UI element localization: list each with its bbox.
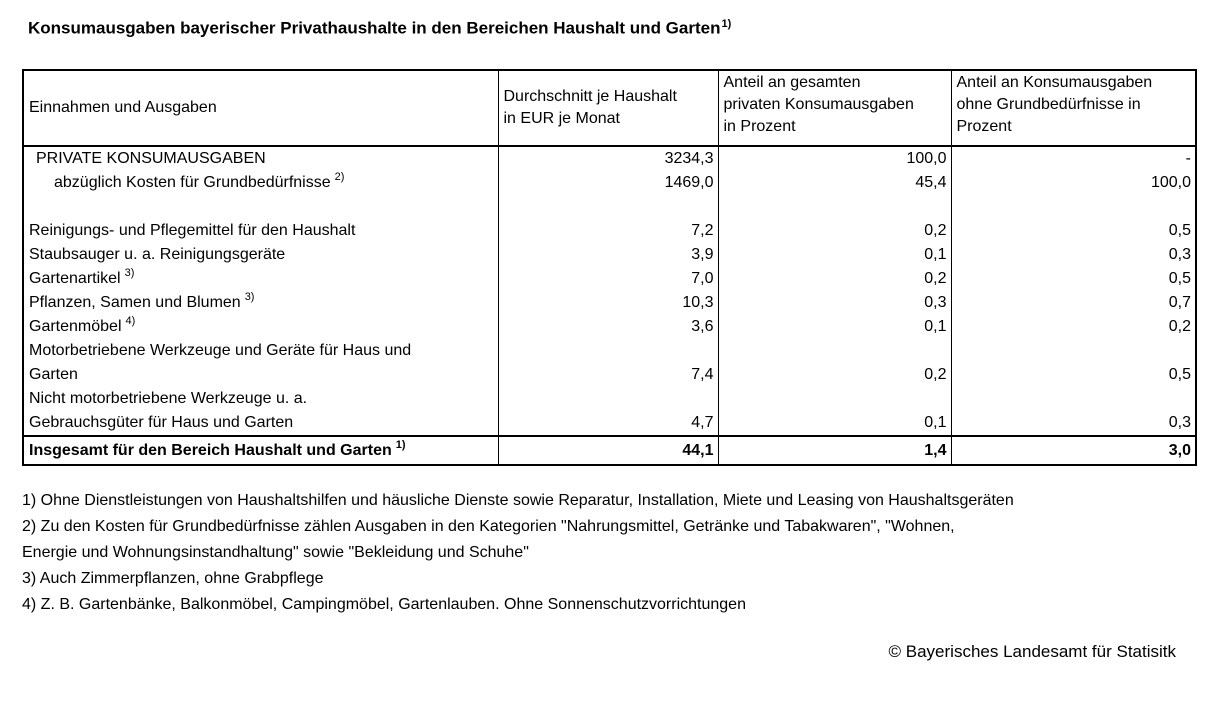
col-header-anteil-ohne-grundbeduerfnisse: Anteil an Konsumausgaben ohne Grundbedür… [950, 69, 1196, 147]
value-avg: 4,7 [497, 410, 718, 436]
row-label: Pflanzen, Samen und Blumen 3) [29, 291, 255, 311]
value-avg [497, 386, 718, 411]
table-row: Garten 7,4 0,2 0,5 [23, 362, 1196, 387]
value-avg: 3234,3 [497, 145, 718, 171]
consumption-table: Einnahmen und Ausgaben Durchschnitt je H… [22, 68, 1197, 466]
table-row: Motorbetriebene Werkzeuge und Geräte für… [23, 338, 1196, 363]
table-row: Reinigungs- und Pflegemittel für den Hau… [23, 218, 1196, 243]
total-label: Insgesamt für den Bereich Haushalt und G… [23, 434, 498, 465]
table-row: Nicht motorbetriebene Werkzeuge u. a. [23, 386, 1196, 411]
table-row: Pflanzen, Samen und Blumen 3) 10,3 0,3 0,… [23, 290, 1196, 315]
value-avg: 3,9 [497, 242, 718, 267]
value-share-total [717, 338, 951, 363]
row-label [23, 195, 498, 219]
header-line: ohne Grundbedürfnisse in [956, 95, 1141, 113]
header-line: privaten Konsumausgaben [723, 95, 914, 113]
value-share-excl: 0,7 [950, 290, 1196, 315]
footnote-ref: 4) [125, 315, 136, 328]
total-share-excl: 3,0 [950, 434, 1196, 465]
value-share-excl: 100,0 [950, 170, 1196, 195]
value-share-excl [950, 338, 1196, 363]
total-avg: 44,1 [497, 434, 718, 465]
value-share-excl: 0,5 [950, 362, 1196, 387]
footnote-ref: 1) [395, 439, 406, 452]
row-label: Motorbetriebene Werkzeuge und Geräte für… [29, 341, 412, 359]
value-share-excl [950, 386, 1196, 411]
table-row: Gartenartikel 3) 7,0 0,2 0,5 [23, 266, 1196, 291]
col-header-anteil-gesamt: Anteil an gesamten privaten Konsumausgab… [717, 69, 951, 147]
header-line: Anteil an gesamten [723, 73, 861, 91]
value-share-total [717, 386, 951, 411]
value-share-excl: 0,5 [950, 218, 1196, 243]
table-row-blank [23, 194, 1196, 219]
value-share-total: 0,1 [717, 242, 951, 267]
footnote-ref: 2) [334, 171, 345, 184]
table-row: Staubsauger u. a. Reinigungsgeräte 3,9 0… [23, 242, 1196, 267]
header-line: Einnahmen und Ausgaben [29, 98, 217, 116]
row-label: Reinigungs- und Pflegemittel für den Hau… [29, 221, 356, 239]
value-avg [497, 338, 718, 363]
value-share-excl: 0,5 [950, 266, 1196, 291]
footnote-1: 1) Ohne Dienstleistungen von Haushaltshi… [22, 491, 1014, 509]
copyright-notice: © Bayerisches Landesamt für Statisitk [888, 641, 1176, 661]
footnote-2-line-2: Energie und Wohnungsinstandhaltung" sowi… [22, 543, 529, 561]
page-title: Konsumausgaben bayerischer Privathaushal… [28, 18, 1199, 39]
value-share-total: 0,2 [717, 362, 951, 387]
header-line: in EUR je Monat [503, 109, 621, 127]
value-share-total [717, 194, 951, 219]
row-label: Staubsauger u. a. Reinigungsgeräte [29, 245, 286, 263]
footnote-4: 4) Z. B. Gartenbänke, Balkonmöbel, Campi… [22, 595, 746, 613]
row-label: Gartenartikel 3) [29, 267, 135, 287]
value-share-total: 100,0 [717, 145, 951, 171]
header-line: Anteil an Konsumausgaben [956, 73, 1153, 91]
title-footnote-ref: 1) [721, 18, 732, 30]
value-avg: 10,3 [497, 290, 718, 315]
header-line: Durchschnitt je Haushalt [503, 87, 677, 105]
total-share-total: 1,4 [717, 434, 951, 465]
table-row: abzüglich Kosten für Grundbedürfnisse 2) … [23, 170, 1196, 195]
row-label: Gebrauchsgüter für Haus und Garten [29, 413, 294, 431]
value-share-total: 0,1 [717, 410, 951, 436]
page-title-text: Konsumausgaben bayerischer Privathaushal… [28, 18, 721, 38]
footnote-2-line-1: 2) Zu den Kosten für Grundbedürfnisse zä… [22, 517, 955, 535]
row-label: Nicht motorbetriebene Werkzeuge u. a. [29, 389, 308, 407]
header-line: Prozent [956, 117, 1012, 135]
row-label: Garten [29, 365, 78, 383]
row-label: abzüglich Kosten für Grundbedürfnisse 2) [54, 171, 345, 191]
col-header-einnahmen-und-ausgaben: Einnahmen und Ausgaben [23, 69, 498, 147]
value-avg [497, 194, 718, 219]
value-share-total: 0,2 [717, 218, 951, 243]
value-avg: 3,6 [497, 314, 718, 339]
value-share-excl: - [950, 145, 1196, 171]
footnote-ref: 3) [244, 291, 255, 304]
value-share-total: 45,4 [717, 170, 951, 195]
value-share-excl: 0,3 [950, 242, 1196, 267]
value-share-total: 0,2 [717, 266, 951, 291]
footnote-ref: 3) [124, 267, 135, 280]
header-line: in Prozent [723, 117, 796, 135]
footnotes: 1) Ohne Dienstleistungen von Haushaltshi… [22, 488, 1199, 618]
total-row: Insgesamt für den Bereich Haushalt und G… [23, 434, 1196, 465]
value-avg: 7,4 [497, 362, 718, 387]
value-share-excl: 0,2 [950, 314, 1196, 339]
row-label: PRIVATE KONSUMAUSGABEN [36, 149, 266, 167]
value-avg: 7,2 [497, 218, 718, 243]
header-row: Einnahmen und Ausgaben Durchschnitt je H… [23, 69, 1196, 147]
footnote-3: 3) Auch Zimmerpflanzen, ohne Grabpflege [22, 569, 324, 587]
value-share-excl: 0,3 [950, 410, 1196, 436]
col-header-durchschnitt: Durchschnitt je Haushalt in EUR je Monat [497, 69, 718, 147]
page: Konsumausgaben bayerischer Privathaushal… [0, 18, 1221, 662]
value-avg: 7,0 [497, 266, 718, 291]
value-share-total: 0,1 [717, 314, 951, 339]
table-row: Gebrauchsgüter für Haus und Garten 4,7 0… [23, 410, 1196, 436]
value-share-excl [950, 194, 1196, 219]
value-avg: 1469,0 [497, 170, 718, 195]
table-row: Gartenmöbel 4) 3,6 0,1 0,2 [23, 314, 1196, 339]
table-row: PRIVATE KONSUMAUSGABEN 3234,3 100,0 - [23, 145, 1196, 171]
value-share-total: 0,3 [717, 290, 951, 315]
row-label: Gartenmöbel 4) [29, 315, 136, 335]
